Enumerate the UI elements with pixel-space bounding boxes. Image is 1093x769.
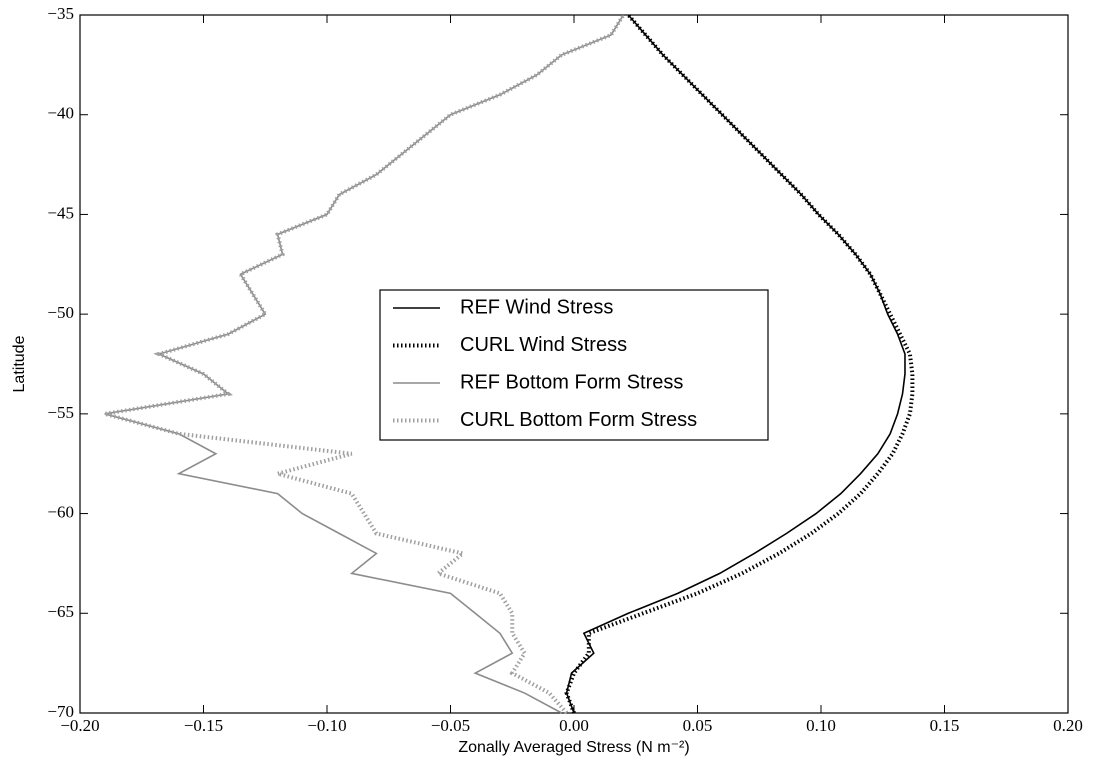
y-tick-label: −35 — [47, 4, 74, 23]
y-tick-label: −60 — [47, 502, 74, 521]
series-line — [565, 14, 906, 714]
legend-label: CURL Bottom Form Stress — [460, 409, 697, 431]
x-tick-label: −0.05 — [431, 716, 470, 735]
series-line — [104, 13, 626, 715]
y-tick-label: −70 — [47, 702, 74, 721]
legend-label: REF Bottom Form Stress — [460, 371, 683, 393]
x-tick-label: 0.10 — [806, 716, 836, 735]
y-tick-label: −45 — [47, 203, 74, 222]
x-tick-label: 0.00 — [559, 716, 589, 735]
y-tick-label: −65 — [47, 602, 74, 621]
x-tick-label: 0.20 — [1053, 716, 1083, 735]
y-tick-label: −40 — [47, 104, 74, 123]
x-tick-label: −0.15 — [184, 716, 223, 735]
legend-box — [379, 289, 769, 441]
series-line — [564, 13, 915, 714]
y-tick-label: −55 — [47, 403, 74, 422]
legend-label: CURL Wind Stress — [460, 334, 627, 356]
x-tick-label: −0.20 — [60, 716, 99, 735]
x-tick-label: 0.05 — [683, 716, 713, 735]
y-axis-label: Latitude — [11, 335, 28, 392]
y-tick-label: −50 — [47, 303, 74, 322]
legend-label: REF Wind Stress — [460, 296, 613, 318]
x-axis-label: Zonally Averaged Stress (N m⁻²) — [458, 739, 689, 756]
x-tick-label: −0.10 — [307, 716, 346, 735]
x-tick-label: 0.15 — [930, 716, 960, 735]
